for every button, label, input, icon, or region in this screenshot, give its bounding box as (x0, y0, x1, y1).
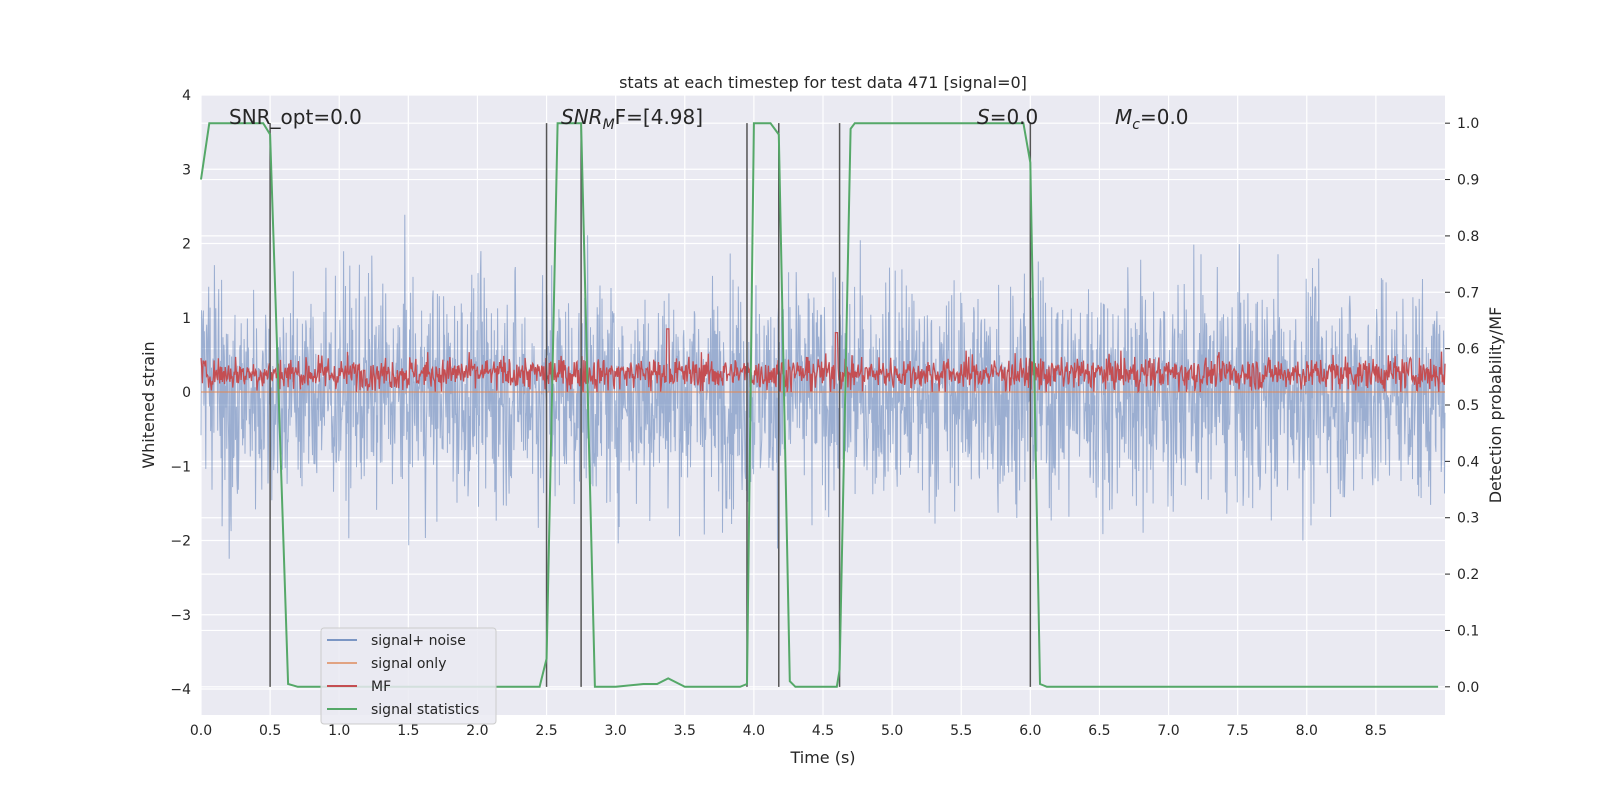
x-tick-label: 3.5 (674, 723, 696, 739)
y-axis-left-ticks: 4 3 2 1 0 −1 −2 −3 −4 (170, 88, 191, 698)
annotation-snr-mf-suffix: F=[4.98] (615, 105, 703, 129)
x-tick-label: 2.0 (466, 723, 488, 739)
x-tick-label: 5.0 (881, 723, 903, 739)
x-tick-label: 8.5 (1365, 723, 1387, 739)
y-axis-left-label: Whitened strain (139, 341, 158, 468)
y-left-tick-label: −2 (170, 534, 191, 550)
annotation-snr-mf-sub: M (603, 117, 615, 133)
series-mf (200, 328, 1446, 394)
y-right-tick-label: 0.6 (1457, 342, 1479, 358)
legend-label-signal-only: signal only (371, 656, 446, 672)
legend-frame (320, 627, 497, 725)
x-tick-label: 7.0 (1157, 723, 1179, 739)
y-left-tick-label: 2 (182, 237, 191, 253)
y-left-tick-label: 4 (182, 88, 191, 104)
x-tick-label: 6.0 (1019, 723, 1041, 739)
y-left-tick-label: −4 (170, 682, 191, 698)
vertical-markers (269, 123, 1032, 687)
y-left-tick-label: −1 (170, 459, 191, 475)
series-line-signal-plus-noise (200, 214, 1446, 559)
y-right-tick-label: 0.9 (1457, 173, 1479, 189)
x-tick-label: 5.5 (950, 723, 972, 739)
x-tick-label: 1.0 (328, 723, 350, 739)
annotation-mc-suffix: =0.0 (1140, 105, 1189, 129)
series-line-mf (200, 328, 1446, 394)
y-right-tick-label: 0.7 (1457, 285, 1479, 301)
chart-title: stats at each timestep for test data 471… (619, 73, 1027, 92)
x-tick-label: 8.0 (1296, 723, 1318, 739)
y-right-tick-label: 0.0 (1457, 680, 1479, 696)
y-right-tick-label: 0.4 (1457, 454, 1479, 470)
x-tick-label: 0.0 (190, 723, 212, 739)
annotation-s: S=0.0 (977, 105, 1038, 129)
x-tick-label: 6.5 (1088, 723, 1110, 739)
y-right-tick-label: 1.0 (1457, 116, 1479, 132)
y-right-tick-label: 0.2 (1457, 567, 1479, 583)
y-left-tick-label: 1 (182, 311, 191, 327)
y-right-tick-label: 0.1 (1457, 623, 1479, 639)
annotation-snr-mf-prefix: SNR (561, 105, 603, 129)
legend-label-mf: MF (371, 679, 391, 695)
annotation-snr-opt: SNR_opt=0.0 (229, 105, 362, 129)
y-left-tick-label: 3 (182, 162, 191, 178)
x-axis-ticks: 0.0 0.5 1.0 1.5 2.0 2.5 3.0 3.5 4.0 4.5 5.0 5.5 6.0 6… (190, 723, 1387, 739)
annotation-mc: Mc=0.0 (1115, 105, 1189, 133)
legend-label-signal-statistics: signal statistics (371, 702, 479, 718)
x-tick-label: 7.5 (1227, 723, 1249, 739)
x-tick-label: 4.0 (743, 723, 765, 739)
annotation-s-prefix: S (977, 105, 990, 129)
annotation-mc-prefix: M (1115, 105, 1132, 129)
y-axis-right-ticks: 1.0 0.9 0.8 0.7 0.6 0.5 0.4 0.3 0.2 0.1 0.0 (1445, 116, 1479, 696)
annotation-snr-mf: SNRMF=[4.98] (561, 105, 703, 133)
x-tick-label: 3.0 (605, 723, 627, 739)
y-right-tick-label: 0.3 (1457, 511, 1479, 527)
annotation-mc-sub: c (1132, 117, 1140, 133)
y-left-tick-label: 0 (182, 385, 191, 401)
y-right-tick-label: 0.8 (1457, 229, 1479, 245)
y-right-tick-label: 0.5 (1457, 398, 1479, 414)
x-tick-label: 2.5 (535, 723, 557, 739)
series-signal-plus-noise (200, 214, 1446, 559)
legend: signal+ noise signal only MF signal stat… (320, 627, 497, 725)
x-tick-label: 4.5 (812, 723, 834, 739)
legend-label-signal-noise: signal+ noise (371, 633, 466, 649)
x-tick-label: 0.5 (259, 723, 281, 739)
y-axis-right-label: Detection probability/MF (1486, 307, 1505, 504)
y-left-tick-label: −3 (170, 608, 191, 624)
x-axis-label: Time (s) (789, 748, 855, 767)
annotation-s-suffix: =0.0 (990, 105, 1039, 129)
x-tick-label: 1.5 (397, 723, 419, 739)
